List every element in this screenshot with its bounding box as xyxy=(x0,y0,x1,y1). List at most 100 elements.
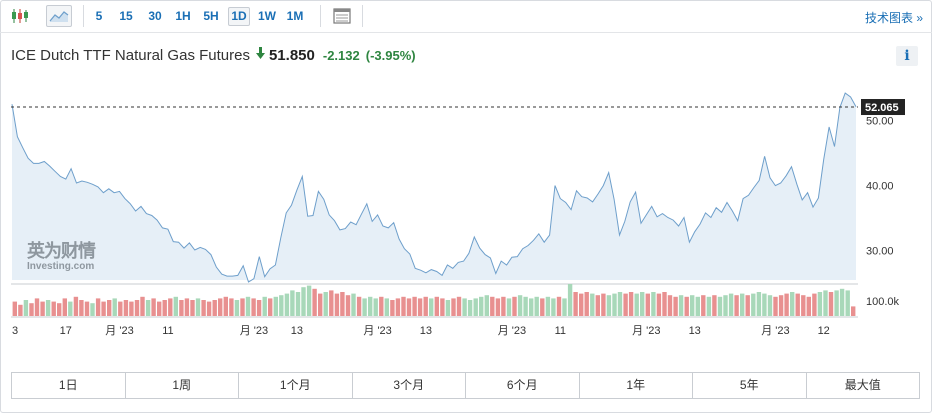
volume-axis-label: 100.0k xyxy=(866,296,900,308)
volume-bar xyxy=(218,298,223,316)
volume-bar xyxy=(817,292,823,316)
volume-bar xyxy=(62,298,67,316)
x-tick-label: 12 xyxy=(818,325,830,337)
volume-bar xyxy=(573,292,578,316)
instrument-name: ICE Dutch TTF Natural Gas Futures xyxy=(11,46,250,64)
period-1m[interactable]: 1个月 xyxy=(239,373,353,398)
volume-bar xyxy=(495,298,501,316)
volume-bar xyxy=(57,303,62,316)
timeframe-30[interactable]: 30 xyxy=(148,9,162,23)
volume-bar xyxy=(123,300,129,316)
area-chart-icon[interactable] xyxy=(46,5,72,27)
volume-bar xyxy=(368,296,373,316)
current-price-value: 52.065 xyxy=(865,102,899,114)
table-view-icon[interactable] xyxy=(331,5,353,27)
timeframe-5h[interactable]: 5H xyxy=(203,9,219,23)
chart-toolbar: 5 15 30 1H 5H 1D 1W 1M 技术图表 » xyxy=(0,0,932,33)
x-tick-label: 11 xyxy=(162,325,173,337)
volume-bar xyxy=(412,296,417,316)
period-1w[interactable]: 1周 xyxy=(126,373,239,398)
volume-bar xyxy=(673,296,678,316)
volume-bar xyxy=(223,296,228,316)
volume-bar xyxy=(201,300,206,316)
volume-bar xyxy=(534,296,539,316)
volume-bar xyxy=(651,292,656,316)
timeframe-1w[interactable]: 1W xyxy=(258,9,276,23)
volume-bar xyxy=(645,293,650,316)
volume-bar xyxy=(306,285,312,316)
volume-bar xyxy=(73,296,79,316)
volume-bar xyxy=(617,292,623,316)
volume-bar xyxy=(501,296,506,316)
timeframe-15[interactable]: 15 xyxy=(119,9,133,23)
volume-bar xyxy=(701,295,706,316)
instrument-header: ICE Dutch TTF Natural Gas Futures 51.850… xyxy=(11,45,422,65)
volume-bar xyxy=(84,301,90,316)
period-selector: 1日 1周 1个月 3个月 6个月 1年 5年 最大值 xyxy=(11,372,920,399)
volume-bar xyxy=(628,292,634,316)
volume-bar xyxy=(540,298,545,316)
volume-bar xyxy=(740,293,745,316)
volume-bar xyxy=(23,300,29,316)
volume-bar xyxy=(362,298,367,316)
volume-bar xyxy=(612,293,617,316)
timeframe-1h[interactable]: 1H xyxy=(175,9,191,23)
volume-bar xyxy=(329,290,334,316)
volume-bar xyxy=(107,300,112,316)
volume-bar xyxy=(384,298,389,316)
volume-bar xyxy=(256,300,262,316)
x-tick-label: 月 '23 xyxy=(761,325,789,337)
volume-bar xyxy=(173,296,178,316)
timeframe-1m[interactable]: 1M xyxy=(286,9,304,23)
period-3m[interactable]: 3个月 xyxy=(353,373,466,398)
price-chart[interactable]: 30.00 40.00 50.00 52.065 100.0k 3 17 月 '23 11… xyxy=(0,80,932,342)
volume-bar xyxy=(40,301,45,316)
volume-bar xyxy=(268,298,273,316)
technical-chart-link[interactable]: 技术图表 » xyxy=(864,11,923,25)
volume-bar xyxy=(512,296,517,316)
volume-bar xyxy=(706,296,712,316)
volume-bar xyxy=(778,295,784,316)
volume-bar xyxy=(834,290,839,316)
volume-bar xyxy=(229,298,234,316)
x-tick-label: 月 '23 xyxy=(498,325,526,337)
volume-bar xyxy=(773,296,778,316)
timeframe-5[interactable]: 5 xyxy=(95,9,103,23)
volume-bar xyxy=(562,298,567,316)
volume-bar xyxy=(567,284,573,316)
volume-bar xyxy=(429,298,434,316)
volume-bar xyxy=(801,295,806,316)
watermark-cn: 英为财情 xyxy=(27,241,96,261)
volume-bar xyxy=(590,293,595,316)
volume-bar xyxy=(323,292,328,316)
period-1d[interactable]: 1日 xyxy=(12,373,126,398)
volume-bar xyxy=(734,295,739,316)
toolbar-separator xyxy=(320,5,321,27)
period-6m[interactable]: 6个月 xyxy=(466,373,580,398)
x-tick-label: 11 xyxy=(555,325,566,337)
volume-bar xyxy=(529,298,534,316)
x-tick-label: 月 '23 xyxy=(632,325,660,337)
volume-bar xyxy=(762,293,767,316)
price-change: -2.132 xyxy=(322,47,360,63)
volume-bar xyxy=(312,288,317,316)
volume-bar xyxy=(456,296,462,316)
x-tick-label: 3 xyxy=(12,325,18,337)
volume-bar xyxy=(212,300,217,316)
period-1y[interactable]: 1年 xyxy=(580,373,693,398)
info-button[interactable]: i xyxy=(896,46,918,66)
volume-bar xyxy=(345,295,351,316)
volume-bar xyxy=(506,298,512,316)
period-max[interactable]: 最大值 xyxy=(844,378,881,392)
arrow-down-icon xyxy=(255,46,265,64)
toolbar-separator xyxy=(362,5,363,27)
candlestick-chart-icon[interactable] xyxy=(9,5,31,27)
volume-bar xyxy=(751,293,756,316)
watermark-en: Investing.com xyxy=(27,261,95,272)
volume-bar xyxy=(151,298,156,316)
volume-bar xyxy=(373,298,378,316)
period-5y[interactable]: 5年 xyxy=(693,373,807,398)
timeframe-1d[interactable]: 1D xyxy=(228,7,250,26)
volume-bar xyxy=(828,292,834,316)
